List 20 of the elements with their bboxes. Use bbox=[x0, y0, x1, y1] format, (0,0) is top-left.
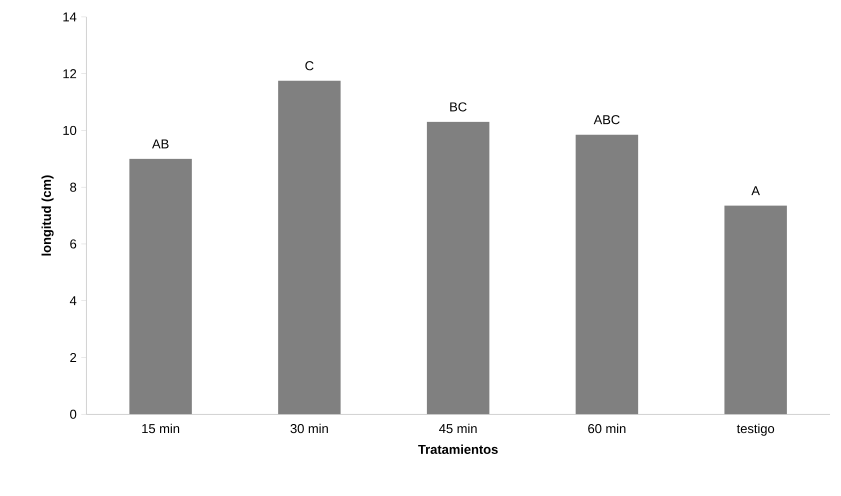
y-tick-label: 12 bbox=[63, 69, 76, 78]
y-tick-label: 6 bbox=[70, 239, 76, 249]
y-tick-label: 10 bbox=[63, 126, 76, 136]
y-tick-label: 14 bbox=[63, 12, 76, 22]
y-tick-label: 2 bbox=[70, 353, 76, 362]
annotation: AB bbox=[152, 140, 169, 148]
y-axis-title: longitud (cm) bbox=[42, 175, 54, 256]
x-tick-label: 45 min bbox=[439, 424, 477, 434]
y-tick-label: 0 bbox=[70, 410, 76, 419]
y-tick-label: 4 bbox=[70, 296, 76, 306]
annotation: C bbox=[305, 61, 314, 70]
annotation: BC bbox=[450, 102, 467, 112]
x-tick-label: testigo bbox=[736, 424, 774, 436]
annotation: A bbox=[751, 186, 760, 196]
annotation: ABC bbox=[594, 115, 620, 124]
y-tick-label: 8 bbox=[70, 182, 76, 192]
x-tick-label: 30 min bbox=[290, 424, 328, 434]
x-tick-label: 15 min bbox=[142, 424, 180, 434]
x-axis-title: Tratamientos bbox=[418, 444, 498, 454]
x-tick-label: 60 min bbox=[588, 424, 626, 434]
